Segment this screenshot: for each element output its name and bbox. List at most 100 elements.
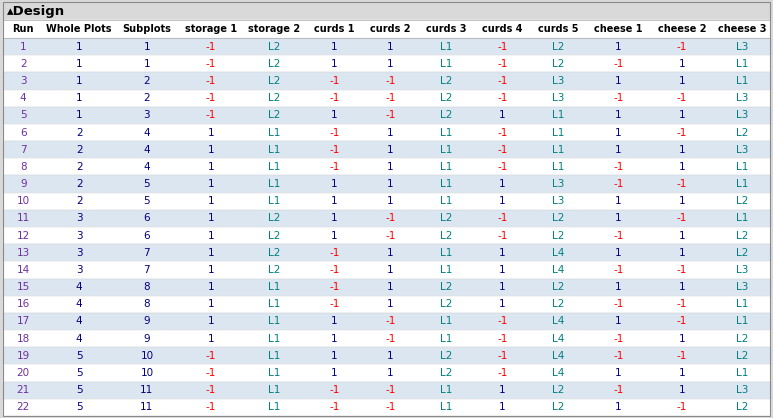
Text: 4: 4 bbox=[144, 145, 150, 155]
Text: 17: 17 bbox=[16, 316, 30, 326]
Text: -1: -1 bbox=[329, 127, 339, 138]
Bar bbox=[3, 296, 770, 313]
Text: 1: 1 bbox=[679, 196, 686, 206]
Bar bbox=[3, 313, 770, 330]
Text: 1: 1 bbox=[76, 110, 83, 120]
Text: 1: 1 bbox=[331, 179, 338, 189]
Text: 7: 7 bbox=[20, 145, 26, 155]
Text: 20: 20 bbox=[17, 368, 30, 378]
Text: 1: 1 bbox=[387, 196, 393, 206]
Text: 1: 1 bbox=[207, 316, 214, 326]
Text: -1: -1 bbox=[613, 351, 624, 361]
Text: 2: 2 bbox=[76, 162, 83, 172]
Text: -1: -1 bbox=[385, 231, 396, 241]
Text: L1: L1 bbox=[268, 403, 281, 413]
Text: 11: 11 bbox=[140, 403, 154, 413]
Text: -1: -1 bbox=[206, 385, 216, 395]
Text: -1: -1 bbox=[677, 41, 687, 51]
Text: 5: 5 bbox=[76, 385, 83, 395]
Bar bbox=[3, 210, 770, 227]
Text: L1: L1 bbox=[440, 334, 452, 344]
Text: -1: -1 bbox=[613, 265, 624, 275]
Text: L1: L1 bbox=[440, 385, 452, 395]
Text: L1: L1 bbox=[440, 179, 452, 189]
Text: L2: L2 bbox=[552, 282, 564, 292]
Text: 5: 5 bbox=[76, 368, 83, 378]
Text: 2: 2 bbox=[20, 59, 26, 69]
Bar bbox=[3, 55, 770, 72]
Text: 1: 1 bbox=[331, 214, 338, 223]
Text: 18: 18 bbox=[16, 334, 30, 344]
Text: -1: -1 bbox=[206, 368, 216, 378]
Text: -1: -1 bbox=[613, 162, 624, 172]
Text: L1: L1 bbox=[268, 316, 281, 326]
Text: -1: -1 bbox=[677, 214, 687, 223]
Text: L4: L4 bbox=[552, 316, 564, 326]
Text: 21: 21 bbox=[16, 385, 30, 395]
Text: 1: 1 bbox=[679, 282, 686, 292]
Text: 1: 1 bbox=[387, 282, 393, 292]
Text: 1: 1 bbox=[499, 196, 506, 206]
Text: 19: 19 bbox=[16, 351, 30, 361]
Text: L2: L2 bbox=[268, 248, 281, 258]
Text: 11: 11 bbox=[140, 385, 154, 395]
Text: 1: 1 bbox=[615, 76, 621, 86]
Text: L2: L2 bbox=[736, 127, 748, 138]
Text: 1: 1 bbox=[679, 368, 686, 378]
Text: 7: 7 bbox=[144, 248, 150, 258]
Text: 1: 1 bbox=[207, 145, 214, 155]
Text: 1: 1 bbox=[207, 265, 214, 275]
Text: 3: 3 bbox=[76, 214, 83, 223]
Text: L2: L2 bbox=[552, 299, 564, 309]
Text: L1: L1 bbox=[268, 145, 281, 155]
Text: Run: Run bbox=[12, 24, 34, 34]
Bar bbox=[3, 158, 770, 176]
Text: L2: L2 bbox=[736, 351, 748, 361]
Text: L2: L2 bbox=[552, 385, 564, 395]
Text: L2: L2 bbox=[440, 110, 452, 120]
Text: 4: 4 bbox=[144, 162, 150, 172]
Text: 5: 5 bbox=[20, 110, 26, 120]
Text: -1: -1 bbox=[385, 76, 396, 86]
Text: 1: 1 bbox=[499, 179, 506, 189]
Text: 1: 1 bbox=[387, 145, 393, 155]
Bar bbox=[3, 364, 770, 382]
Text: L1: L1 bbox=[736, 179, 748, 189]
Text: L2: L2 bbox=[440, 351, 452, 361]
Text: 1: 1 bbox=[615, 196, 621, 206]
Text: L1: L1 bbox=[552, 145, 564, 155]
Text: cheese 2: cheese 2 bbox=[658, 24, 707, 34]
Text: L4: L4 bbox=[552, 248, 564, 258]
Text: 1: 1 bbox=[144, 41, 150, 51]
Text: L2: L2 bbox=[440, 76, 452, 86]
Text: L1: L1 bbox=[268, 385, 281, 395]
Text: -1: -1 bbox=[613, 299, 624, 309]
Text: 6: 6 bbox=[144, 214, 150, 223]
Text: L4: L4 bbox=[552, 265, 564, 275]
Text: 1: 1 bbox=[76, 41, 83, 51]
Text: -1: -1 bbox=[206, 59, 216, 69]
Text: L4: L4 bbox=[552, 368, 564, 378]
Text: 5: 5 bbox=[76, 403, 83, 413]
Text: 1: 1 bbox=[615, 41, 621, 51]
Text: 8: 8 bbox=[144, 299, 150, 309]
Text: L1: L1 bbox=[736, 368, 748, 378]
Text: 1: 1 bbox=[615, 110, 621, 120]
Text: 1: 1 bbox=[207, 282, 214, 292]
Text: 4: 4 bbox=[144, 127, 150, 138]
Bar bbox=[3, 124, 770, 141]
Bar bbox=[3, 193, 770, 210]
Text: -1: -1 bbox=[497, 59, 508, 69]
Text: 14: 14 bbox=[16, 265, 30, 275]
Text: 1: 1 bbox=[679, 76, 686, 86]
Bar bbox=[3, 2, 770, 20]
Text: 8: 8 bbox=[144, 282, 150, 292]
Text: 10: 10 bbox=[17, 196, 30, 206]
Text: 5: 5 bbox=[144, 196, 150, 206]
Text: ▴Design: ▴Design bbox=[7, 5, 65, 18]
Text: cheese 3: cheese 3 bbox=[718, 24, 766, 34]
Text: 2: 2 bbox=[144, 93, 150, 103]
Text: -1: -1 bbox=[677, 179, 687, 189]
Text: L2: L2 bbox=[552, 59, 564, 69]
Text: 1: 1 bbox=[76, 76, 83, 86]
